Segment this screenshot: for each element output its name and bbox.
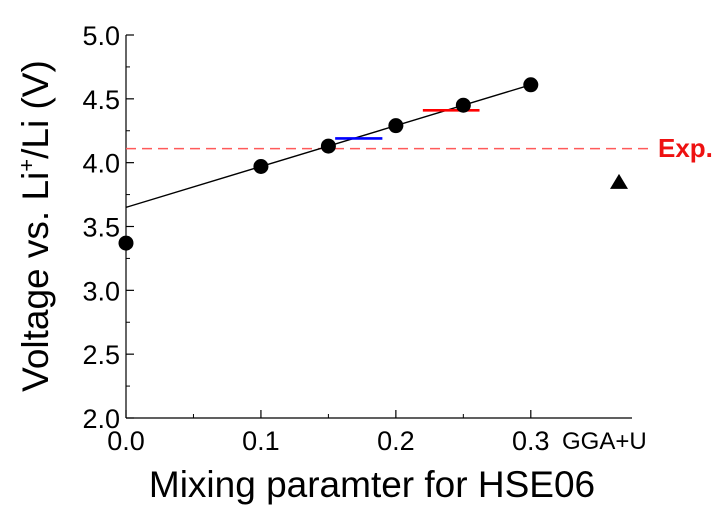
x-tick-label: 0.2 bbox=[377, 426, 415, 456]
x-tick-label: 0.3 bbox=[512, 426, 550, 456]
range-markers bbox=[335, 109, 480, 140]
y-tick-label: 3.5 bbox=[82, 213, 120, 243]
y-tick-label: 4.5 bbox=[82, 85, 120, 115]
y-axis-title-tail: /Li (V) bbox=[15, 60, 56, 159]
data-point bbox=[118, 235, 134, 251]
y-tick-label: 5.0 bbox=[82, 21, 120, 51]
x-axis-title: Mixing paramter for HSE06 bbox=[149, 464, 595, 505]
data-point bbox=[253, 158, 269, 174]
x-tick-label: 0.0 bbox=[107, 426, 145, 456]
y-tick-label: 2.5 bbox=[82, 340, 120, 370]
y-axis-title: Voltage vs. Li+/Li (V) bbox=[14, 60, 56, 392]
gga-u-label: GGA+U bbox=[562, 428, 647, 455]
y-tick-label: 2.0 bbox=[82, 404, 120, 434]
y-axis-title-main: Voltage vs. Li bbox=[15, 172, 56, 392]
data-point bbox=[320, 138, 336, 154]
y-tick-label: 3.0 bbox=[82, 276, 120, 306]
plot-frame bbox=[125, 35, 632, 419]
data-point bbox=[388, 118, 404, 134]
y-axis-ticks: 2.0 2.5 3.0 3.5 4.0 4.5 5.0 bbox=[82, 21, 134, 434]
data-point bbox=[523, 77, 539, 93]
y-tick-label: 4.0 bbox=[82, 149, 120, 179]
gga-u-triangle-marker bbox=[610, 173, 628, 189]
data-point bbox=[455, 97, 471, 113]
data-points bbox=[118, 77, 539, 251]
x-tick-label: 0.1 bbox=[242, 426, 280, 456]
experimental-label: Exp. bbox=[658, 133, 713, 163]
x-axis-ticks: 0.0 0.1 0.2 0.3 bbox=[107, 410, 550, 456]
y-axis-title-superscript: + bbox=[14, 159, 39, 172]
